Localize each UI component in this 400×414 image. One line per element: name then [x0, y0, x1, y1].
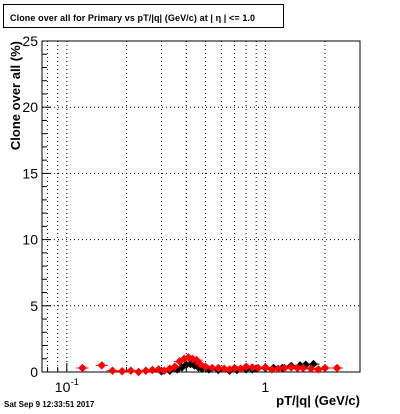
data-point [247, 363, 257, 372]
data-point [207, 363, 217, 373]
x-tick-label: 10 [55, 379, 71, 395]
data-point [170, 362, 180, 372]
data-point [253, 363, 263, 373]
data-point [141, 366, 151, 376]
data-point [154, 365, 163, 374]
y-tick-label: 10 [22, 232, 38, 248]
data-point [273, 364, 283, 374]
data-point [117, 366, 127, 376]
y-tick-label: 15 [22, 165, 38, 181]
y-tick-label: 5 [30, 298, 38, 314]
data-point [230, 363, 239, 373]
data-point [306, 364, 316, 374]
data-point [97, 361, 107, 370]
data-point [108, 366, 117, 376]
data-point [260, 363, 270, 372]
data-point [298, 363, 308, 373]
x-axis-title: pT/|q| (GeV/c) [276, 393, 360, 408]
data-point [219, 364, 229, 374]
data-point [134, 367, 143, 377]
x-tick-label: 1 [261, 379, 269, 395]
data-point [241, 362, 251, 372]
data-point [78, 363, 87, 373]
data-point [292, 363, 302, 373]
chart-title-box: Clone over all for Primary vs pT/|q| (Ge… [3, 4, 284, 28]
y-axis-title: Clone over all (%) [8, 41, 23, 150]
data-point [213, 363, 223, 373]
data-point [201, 362, 210, 372]
axis-layer [41, 40, 361, 373]
y-tick-label: 25 [22, 33, 38, 49]
data-point [332, 363, 342, 373]
data-point [280, 363, 289, 373]
data-point [126, 366, 136, 376]
data-point [286, 363, 296, 372]
grid-layer [42, 40, 361, 372]
y-tick-label: 20 [22, 99, 38, 115]
x-tick-label-exponent: -1 [71, 377, 79, 387]
y-tick-label: 0 [30, 364, 38, 380]
data-point [320, 363, 330, 373]
chart-title: Clone over all for Primary vs pT/|q| (Ge… [10, 13, 256, 23]
data-layer [76, 353, 344, 377]
series-group [76, 353, 344, 377]
footer-timestamp: Sat Sep 9 12:33:51 2017 [4, 400, 95, 409]
plot-frame [41, 40, 361, 373]
